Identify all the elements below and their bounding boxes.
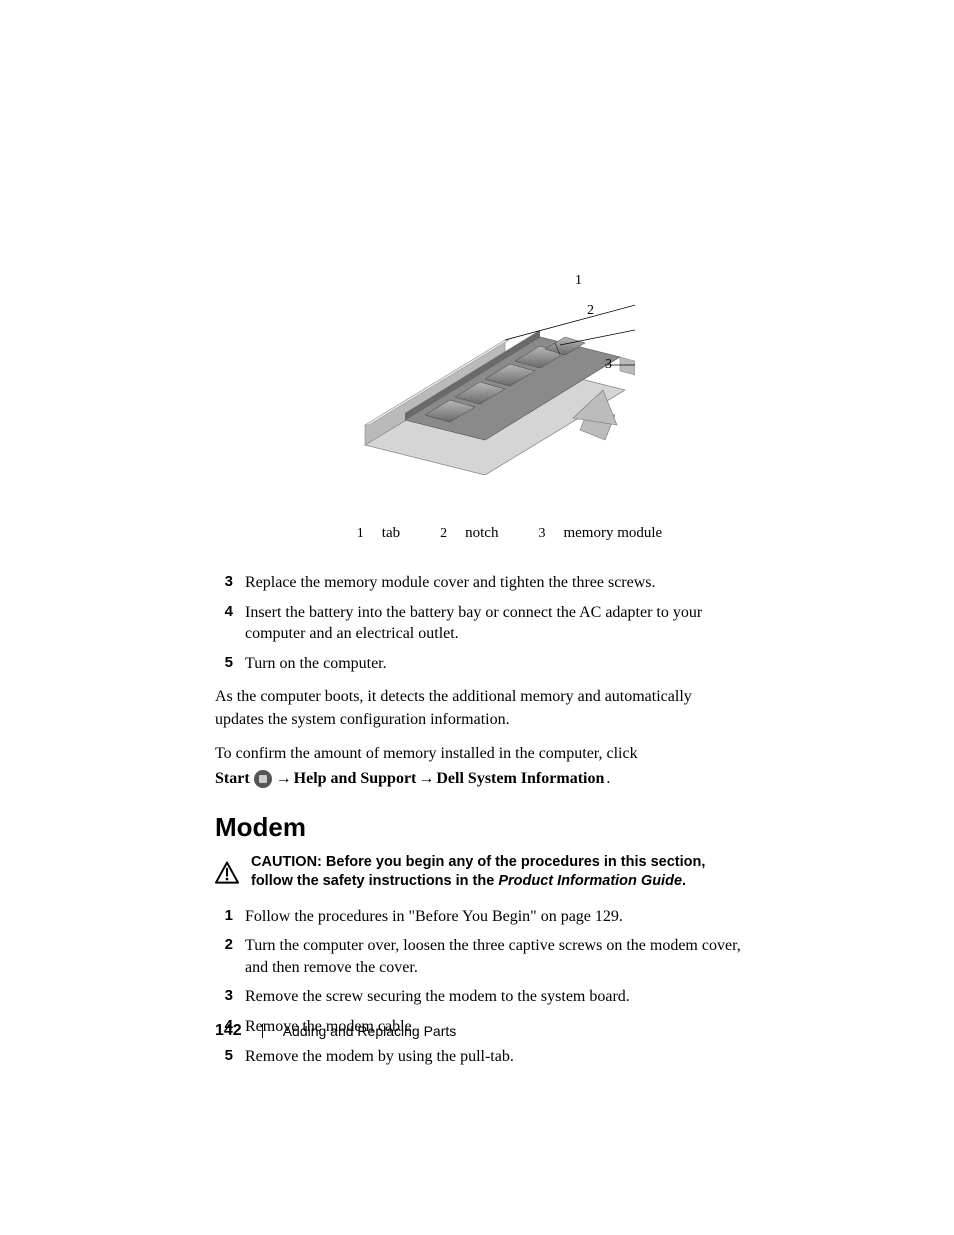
nav-start: Start: [215, 770, 250, 788]
step-text: Follow the procedures in "Before You Beg…: [245, 906, 744, 928]
step-number: 4: [215, 602, 245, 645]
steps-list-b: 1 Follow the procedures in "Before You B…: [215, 906, 744, 1068]
windows-start-icon: [254, 770, 272, 788]
step-number: 2: [215, 935, 245, 978]
list-item: 5 Remove the modem by using the pull-tab…: [215, 1046, 744, 1068]
caution-text: CAUTION: Before you begin any of the pro…: [251, 853, 744, 892]
step-text: Turn on the computer.: [245, 653, 744, 675]
legend-item: 2 notch: [440, 525, 498, 542]
caution-period: .: [682, 873, 686, 889]
document-page: 1 2 3 1 tab 2 notch 3 memory module 3 Re…: [0, 0, 954, 1235]
figure-area: 1 2 3: [215, 275, 744, 495]
page-footer: 142 Adding and Replacing Parts: [215, 1022, 456, 1040]
legend-label: tab: [382, 525, 400, 542]
step-text: Replace the memory module cover and tigh…: [245, 572, 744, 594]
caution-block: CAUTION: Before you begin any of the pro…: [215, 853, 744, 892]
list-item: 3 Replace the memory module cover and ti…: [215, 572, 744, 594]
list-item: 4 Insert the battery into the battery ba…: [215, 602, 744, 645]
step-number: 3: [215, 986, 245, 1008]
caution-label: CAUTION:: [251, 854, 322, 870]
paragraph: As the computer boots, it detects the ad…: [215, 686, 744, 731]
callout-3: 3: [605, 357, 612, 373]
paragraph: To confirm the amount of memory installe…: [215, 743, 744, 765]
legend-label: notch: [465, 525, 498, 542]
step-text: Remove the screw securing the modem to t…: [245, 986, 744, 1008]
list-item: 5 Turn on the computer.: [215, 653, 744, 675]
list-item: 2 Turn the computer over, loosen the thr…: [215, 935, 744, 978]
legend-item: 1 tab: [357, 525, 400, 542]
legend-num: 3: [538, 526, 545, 542]
legend-num: 1: [357, 526, 364, 542]
list-item: 3 Remove the screw securing the modem to…: [215, 986, 744, 1008]
step-number: 5: [215, 1046, 245, 1068]
navigation-path: Start → Help and Support → Dell System I…: [215, 770, 744, 788]
nav-segment: Dell System Information: [436, 770, 604, 788]
section-heading: Modem: [215, 812, 744, 843]
footer-section-title: Adding and Replacing Parts: [283, 1023, 457, 1039]
caution-triangle-icon: [215, 853, 239, 892]
step-number: 1: [215, 906, 245, 928]
legend-item: 3 memory module: [538, 525, 662, 542]
page-number: 142: [215, 1022, 242, 1040]
legend-num: 2: [440, 526, 447, 542]
step-text: Remove the modem by using the pull-tab.: [245, 1046, 744, 1068]
legend-label: memory module: [563, 525, 662, 542]
arrow-icon: →: [418, 770, 434, 788]
nav-period: .: [606, 770, 610, 788]
footer-divider: [262, 1024, 263, 1038]
callout-2: 2: [587, 303, 594, 319]
steps-list-a: 3 Replace the memory module cover and ti…: [215, 572, 744, 674]
step-number: 5: [215, 653, 245, 675]
caution-guide-ref: Product Information Guide: [498, 873, 682, 889]
nav-segment: Help and Support: [294, 770, 417, 788]
step-text: Insert the battery into the battery bay …: [245, 602, 744, 645]
step-number: 3: [215, 572, 245, 594]
list-item: 1 Follow the procedures in "Before You B…: [215, 906, 744, 928]
arrow-icon: →: [276, 770, 292, 788]
callout-1: 1: [575, 273, 582, 289]
step-text: Turn the computer over, loosen the three…: [245, 935, 744, 978]
figure-legend: 1 tab 2 notch 3 memory module: [215, 525, 744, 542]
